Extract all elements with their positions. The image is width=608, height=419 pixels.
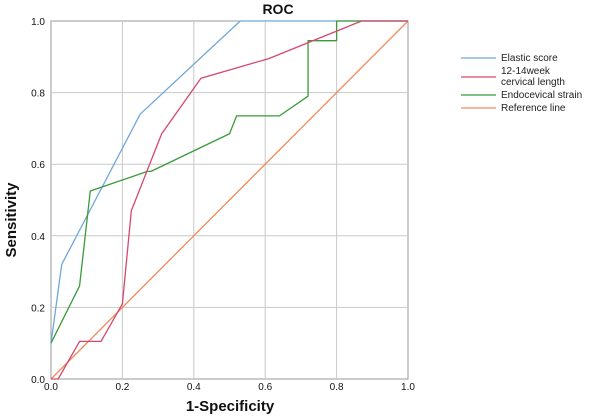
y-axis-title: Sensitivity xyxy=(3,182,20,258)
axis-layer: 0.0 0.2 0.4 0.6 0.8 1.0 0.0 0.2 0.4 0.6 0.8 1.0 xyxy=(31,17,415,393)
x-tick-label: 0.6 xyxy=(258,382,272,393)
x-tick-label: 0.4 xyxy=(187,382,201,393)
y-tick-label: 0.2 xyxy=(31,303,45,314)
chart-title: ROC xyxy=(262,1,293,17)
y-tick-label: 0.6 xyxy=(31,160,45,171)
series-layer xyxy=(50,20,409,380)
y-tick-label: 0.8 xyxy=(31,89,45,100)
x-axis-title: 1-Specificity xyxy=(186,398,275,415)
x-tick-label: 1.0 xyxy=(401,382,415,393)
legend-label-2: Endocevical strain xyxy=(501,90,582,101)
series-line-3 xyxy=(50,20,409,380)
y-tick-label: 0.0 xyxy=(31,375,45,386)
x-tick-label: 0.2 xyxy=(115,382,129,393)
legend-label-1: 12-14week xyxy=(501,66,551,77)
series-line-2 xyxy=(50,20,408,344)
legend-label-1: cervical length xyxy=(501,77,565,88)
legend-label-0: Elastic score xyxy=(501,53,558,64)
x-tick-label: 0.0 xyxy=(44,382,58,393)
x-tick-label: 0.8 xyxy=(330,382,344,393)
series-line-1 xyxy=(51,20,408,380)
y-tick-label: 0.4 xyxy=(31,232,45,243)
y-tick-label: 1.0 xyxy=(31,17,45,28)
series-line-0 xyxy=(50,20,408,344)
legend-label-3: Reference line xyxy=(501,103,566,114)
